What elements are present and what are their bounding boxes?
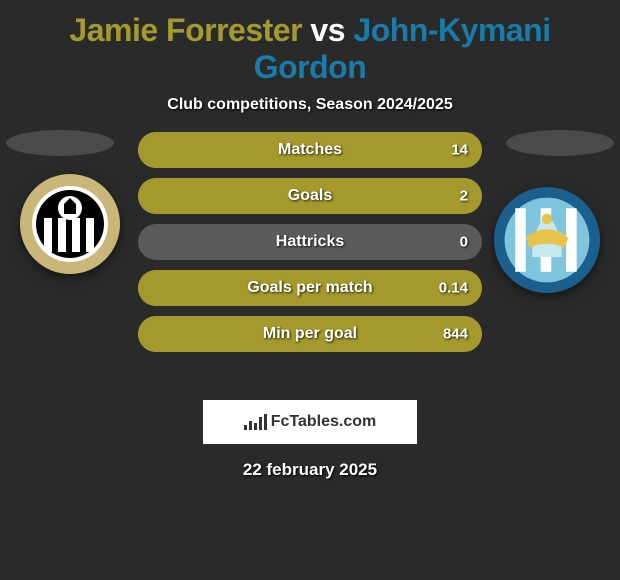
stat-row: Goals 2 <box>138 178 482 214</box>
stat-row: Matches 14 <box>138 132 482 168</box>
stat-row: Goals per match 0.14 <box>138 270 482 306</box>
stat-label: Goals per match <box>247 279 372 297</box>
stat-value-right: 2 <box>460 188 468 205</box>
vs-text: vs <box>302 12 353 48</box>
attribution-badge[interactable]: FcTables.com <box>203 400 417 444</box>
stat-label: Min per goal <box>263 325 357 343</box>
stat-row: Min per goal 844 <box>138 316 482 352</box>
player1-platform-ellipse <box>6 130 114 156</box>
stat-value-right: 14 <box>451 142 468 159</box>
team2-crest-icon <box>494 187 600 293</box>
brand-suffix: Tables.com <box>289 413 376 430</box>
stat-value-right: 0 <box>460 234 468 251</box>
team1-badge <box>20 174 120 274</box>
page-title: Jamie Forrester vs John-Kymani Gordon <box>0 6 620 90</box>
stat-label: Goals <box>288 187 332 205</box>
bar-chart-icon <box>244 414 267 430</box>
stat-rows: Matches 14 Goals 2 Hattricks 0 Goals per match… <box>138 132 482 362</box>
attribution-text: FcTables.com <box>271 413 377 431</box>
stat-row: Hattricks 0 <box>138 224 482 260</box>
team2-badge <box>494 187 600 293</box>
team1-crest-icon <box>20 174 120 274</box>
stat-value-right: 844 <box>443 326 468 343</box>
brand-prefix: Fc <box>271 413 290 430</box>
stat-value-right: 0.14 <box>439 280 468 297</box>
date-text: 22 february 2025 <box>0 444 620 480</box>
comparison-body: Matches 14 Goals 2 Hattricks 0 Goals per match… <box>0 132 620 382</box>
player1-name: Jamie Forrester <box>69 12 302 48</box>
subtitle: Club competitions, Season 2024/2025 <box>0 90 620 132</box>
stat-label: Matches <box>278 141 342 159</box>
comparison-card: Jamie Forrester vs John-Kymani Gordon Cl… <box>0 0 620 480</box>
player2-platform-ellipse <box>506 130 614 156</box>
stat-label: Hattricks <box>276 233 344 251</box>
